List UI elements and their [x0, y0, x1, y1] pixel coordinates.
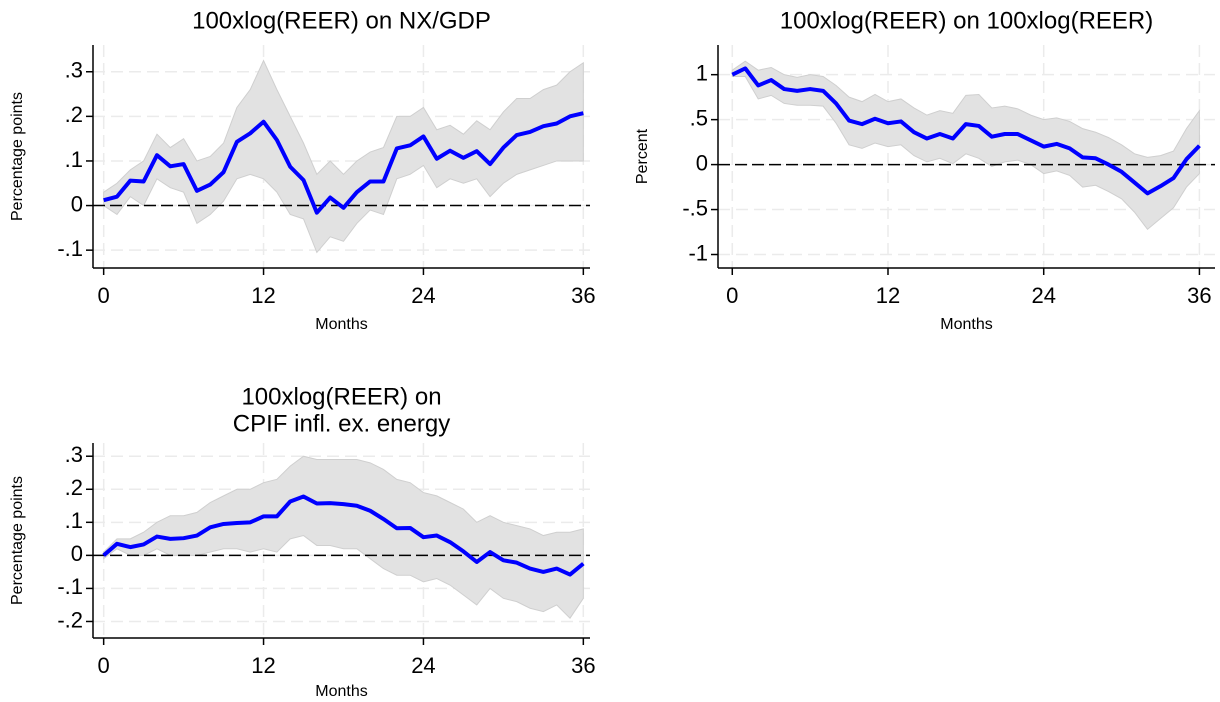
x-tick-label: 36	[571, 283, 595, 308]
x-tick-label: 0	[98, 653, 110, 678]
x-tick-label: 12	[876, 283, 900, 308]
y-tick-label: .2	[65, 102, 83, 127]
y-tick-label: -.1	[57, 236, 83, 261]
x-tick-label: 24	[1031, 283, 1055, 308]
y-tick-label: .3	[65, 442, 83, 467]
y-axis-title: Percent	[634, 128, 651, 184]
line	[103, 111, 584, 215]
line	[731, 66, 1201, 196]
line	[102, 494, 585, 577]
chart-title: CPIF infl. ex. energy	[233, 410, 450, 437]
y-tick-label: -.5	[682, 195, 708, 220]
x-axis-title: Months	[315, 683, 367, 700]
y-tick-label: 0	[71, 541, 83, 566]
x-tick-label: 12	[251, 653, 275, 678]
chart-title: 100xlog(REER) on	[241, 383, 441, 410]
x-tick-label: 0	[98, 283, 110, 308]
y-tick-label: -1	[688, 240, 708, 265]
confidence-band	[731, 60, 1200, 231]
y-tick-label: .5	[690, 105, 708, 130]
y-tick-label: .1	[65, 508, 83, 533]
y-tick-label: 0	[71, 191, 83, 216]
x-tick-label: 36	[1187, 283, 1211, 308]
y-tick-label: .3	[65, 58, 83, 83]
y-axis-title: Percentage points	[9, 476, 26, 605]
x-tick-label: 12	[251, 283, 275, 308]
confidence-band	[103, 455, 584, 619]
chart-title: 100xlog(REER) on NX/GDP	[192, 7, 491, 34]
x-axis-title: Months	[315, 316, 367, 333]
x-tick-label: 24	[411, 653, 435, 678]
y-tick-label: .1	[65, 147, 83, 172]
x-axis-title: Months	[940, 316, 992, 333]
y-tick-label: -.1	[57, 574, 83, 599]
x-tick-label: 36	[571, 653, 595, 678]
y-tick-label: .2	[65, 475, 83, 500]
y-tick-label: 1	[696, 60, 708, 85]
x-tick-label: 0	[726, 283, 738, 308]
x-tick-label: 24	[411, 283, 435, 308]
confidence-band	[103, 59, 584, 254]
y-tick-label: -.2	[57, 607, 83, 632]
y-axis-title: Percentage points	[9, 92, 26, 221]
chart-title: 100xlog(REER) on 100xlog(REER)	[780, 7, 1154, 34]
y-tick-label: 0	[696, 150, 708, 175]
